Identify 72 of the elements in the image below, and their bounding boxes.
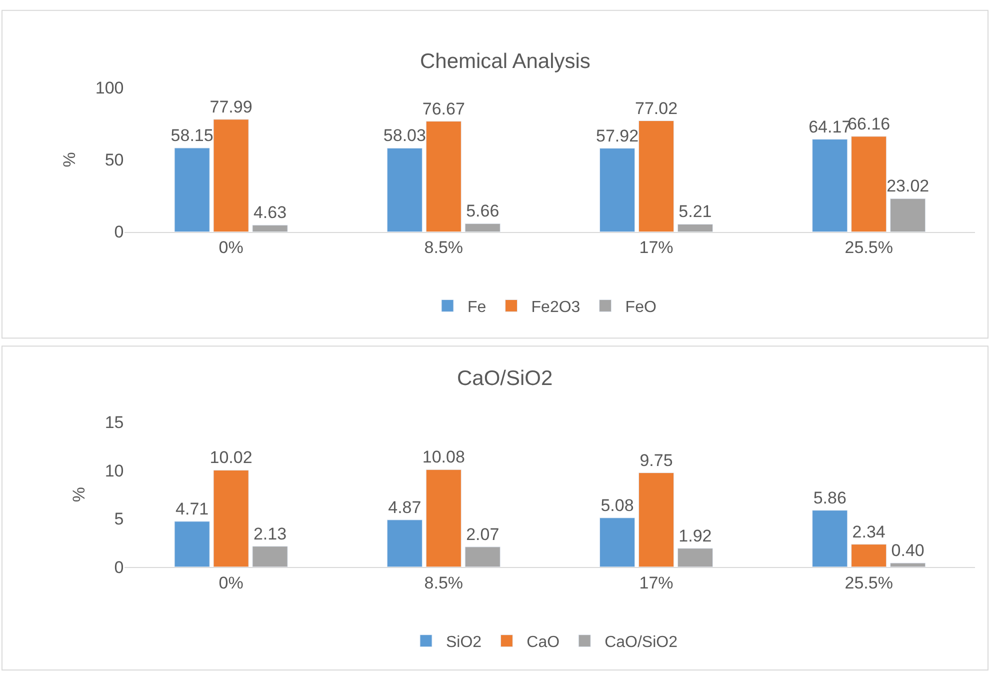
data-label: 5.66 [466,202,500,221]
bar [812,510,848,567]
bar [599,148,636,232]
chart-title: CaO/SiO2 [457,367,553,390]
bar [851,544,887,567]
data-label: 4.71 [176,499,209,518]
y-tick-label: 10 [104,461,124,480]
bar [252,224,288,232]
bar [386,148,422,232]
x-tick-label: 0% [218,238,244,258]
x-tick-label: 17% [639,238,674,258]
y-axis-title: % [60,152,79,168]
data-label: 77.99 [210,97,252,116]
data-label: 2.13 [253,524,287,544]
y-tick-label: 0 [114,558,124,577]
data-label: 10.08 [422,448,465,467]
y-tick-label: 0 [114,222,124,242]
legend-label: FeO [625,298,656,316]
bar [890,562,926,567]
data-label: 2.34 [852,522,886,542]
data-label: 9.75 [640,450,673,470]
legend-label: CaO/SiO2 [604,634,678,652]
data-label: 4.63 [253,203,287,222]
bar [426,469,462,567]
data-label: 5.08 [600,496,634,515]
x-tick-label: 17% [639,573,674,592]
x-tick-label: 25.5% [844,573,893,592]
y-tick-label: 5 [114,510,124,529]
data-label: 57.92 [596,126,639,146]
bar [638,472,674,567]
legend-label: Fe2O3 [531,298,580,316]
chart-title: Chemical Analysis [420,50,590,73]
bar [426,121,462,232]
bar [599,518,636,567]
data-label: 2.07 [466,524,500,544]
x-tick-label: 25.5% [844,238,893,258]
bar [464,223,500,232]
data-label: 58.03 [383,126,426,146]
data-label: 5.86 [813,488,846,508]
bar [213,470,249,567]
bar [851,136,887,232]
y-tick-label: 50 [104,150,124,170]
bar [174,521,210,567]
bar [890,198,926,232]
data-label: 0.40 [891,541,924,560]
bar [464,546,500,567]
bar [252,546,288,567]
y-axis-title: % [69,486,88,502]
data-label: 77.02 [634,98,678,118]
data-label: 4.87 [388,498,422,517]
y-tick-label: 100 [95,78,124,98]
data-label: 66.16 [848,114,890,134]
bar [213,119,249,232]
data-label: 5.21 [678,202,712,222]
bar [677,224,714,232]
x-tick-label: 8.5% [424,238,464,258]
y-tick-label: 15 [104,413,124,432]
data-label: 1.92 [678,526,712,546]
data-label: 23.02 [886,176,930,196]
bar [638,120,674,232]
legend-label: CaO [526,634,560,652]
bar [812,139,848,232]
legend-label: Fe [468,298,486,316]
data-label: 58.15 [170,126,214,145]
bar [677,548,714,567]
x-tick-label: 8.5% [424,573,464,592]
bar [174,148,210,232]
bar [386,520,422,567]
data-label: 76.67 [422,99,465,118]
x-tick-label: 0% [218,573,244,592]
legend-label: SiO2 [446,634,482,652]
data-label: 10.02 [210,448,252,468]
